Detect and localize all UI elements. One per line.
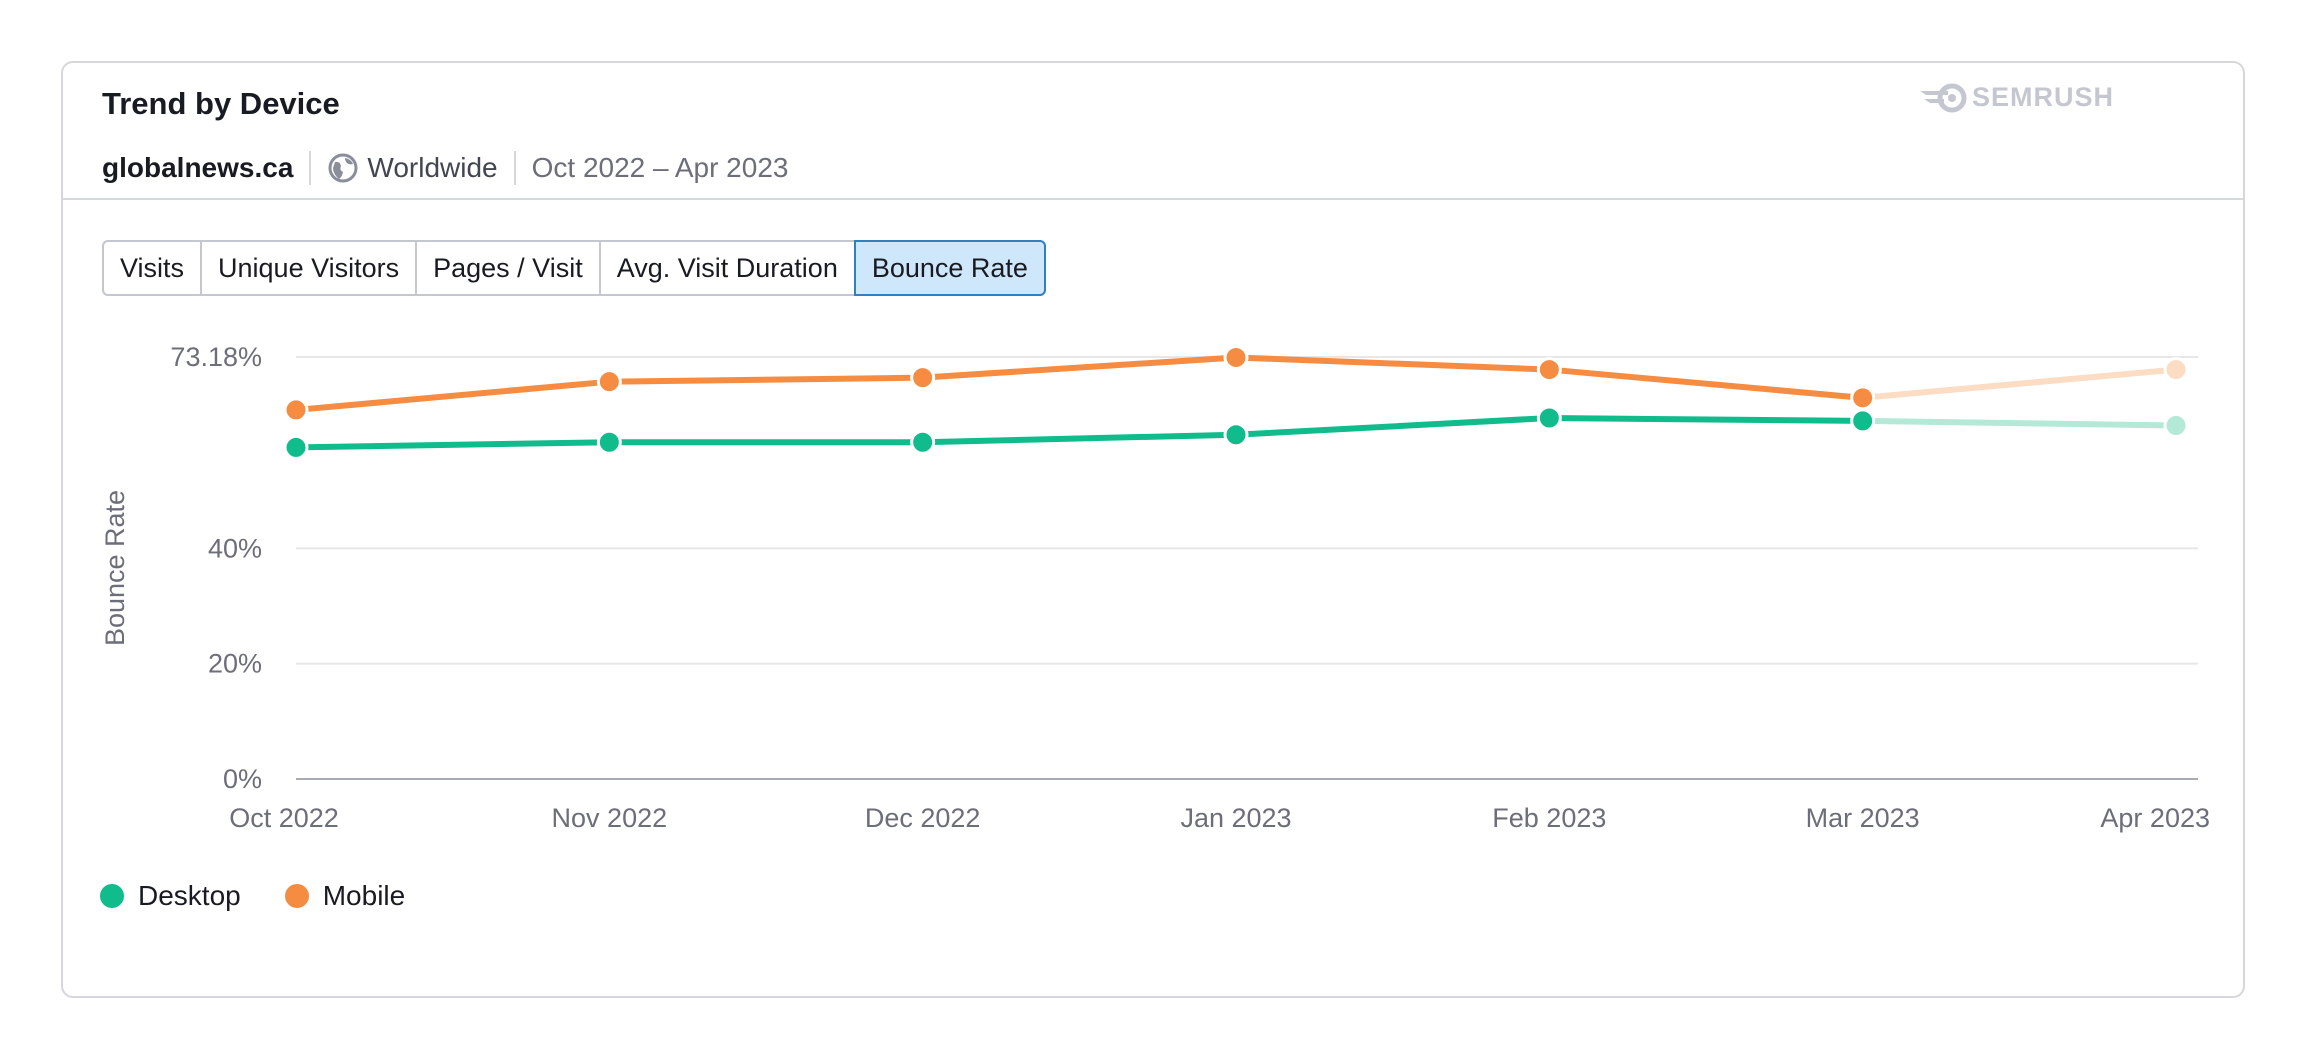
y-tick-label: 0% bbox=[223, 764, 262, 794]
data-point-mobile bbox=[2163, 357, 2189, 383]
meta-separator bbox=[309, 151, 312, 185]
chart-legend: Desktop Mobile bbox=[100, 880, 449, 912]
data-point-desktop bbox=[1850, 408, 1876, 434]
y-tick-label: 40% bbox=[208, 533, 262, 563]
x-tick-label: Apr 2023 bbox=[2100, 803, 2210, 833]
bounce-rate-chart: 0% 20% 40% 73.18% Bounce Rate Oct 2022 Nov 202… bbox=[100, 342, 2210, 833]
data-point-desktop bbox=[1536, 405, 1562, 431]
y-axis-title: Bounce Rate bbox=[100, 490, 130, 646]
brand-name: SEMRUSH bbox=[1972, 82, 2115, 112]
x-tick-label: Mar 2023 bbox=[1806, 803, 1920, 833]
data-point-mobile bbox=[1223, 344, 1249, 370]
date-range-label: Oct 2022 – Apr 2023 bbox=[531, 152, 789, 183]
x-tick-label: Jan 2023 bbox=[1180, 803, 1291, 833]
y-tick-label: 20% bbox=[208, 649, 262, 679]
legend-item-mobile[interactable]: Mobile bbox=[284, 880, 406, 912]
globe-icon bbox=[328, 153, 358, 183]
region-selector[interactable]: Worldwide bbox=[327, 152, 498, 184]
report-meta: globalnews.ca Worldwide Oct 2022 – Apr 2… bbox=[102, 148, 788, 188]
trend-card bbox=[61, 61, 2245, 998]
meta-separator bbox=[513, 151, 516, 185]
tab-pages-per-visit[interactable]: Pages / Visit bbox=[415, 240, 601, 296]
series-line-projected-mobile bbox=[1859, 366, 2179, 401]
x-tick-label: Feb 2023 bbox=[1492, 803, 1606, 833]
data-point-desktop bbox=[910, 429, 936, 455]
data-point-mobile bbox=[910, 365, 936, 391]
data-point-desktop bbox=[2163, 413, 2189, 439]
data-point-mobile bbox=[283, 397, 309, 423]
metric-tabs: Visits Unique Visitors Pages / Visit Avg… bbox=[102, 240, 1046, 296]
card-title: Trend by Device bbox=[102, 86, 340, 121]
legend-dot-mobile bbox=[284, 884, 309, 908]
legend-label-desktop: Desktop bbox=[138, 880, 241, 911]
semrush-logo: SEMRUSH bbox=[1918, 82, 2114, 113]
x-tick-label: Nov 2022 bbox=[552, 803, 668, 833]
tab-unique-visitors[interactable]: Unique Visitors bbox=[200, 240, 418, 296]
data-point-mobile bbox=[596, 369, 622, 395]
legend-item-desktop[interactable]: Desktop bbox=[100, 880, 241, 912]
legend-dot-desktop bbox=[100, 884, 124, 908]
data-point-mobile bbox=[1536, 357, 1562, 383]
x-tick-label: Oct 2022 bbox=[229, 803, 339, 833]
series-line-projected-desktop bbox=[1859, 417, 2179, 429]
domain-label: globalnews.ca bbox=[102, 152, 294, 183]
header-divider bbox=[63, 198, 2243, 200]
y-tick-label: 73.18% bbox=[170, 342, 262, 372]
data-point-desktop bbox=[596, 429, 622, 455]
tab-visits[interactable]: Visits bbox=[102, 240, 203, 296]
data-point-desktop bbox=[1223, 422, 1249, 448]
series-line-mobile bbox=[293, 354, 1866, 413]
tab-bounce-rate[interactable]: Bounce Rate bbox=[853, 240, 1046, 296]
data-point-desktop bbox=[283, 434, 309, 460]
tab-avg-visit-duration[interactable]: Avg. Visit Duration bbox=[598, 240, 856, 296]
semrush-flame-icon bbox=[1920, 83, 1967, 112]
legend-label-mobile: Mobile bbox=[322, 880, 406, 911]
x-tick-label: Dec 2022 bbox=[865, 803, 981, 833]
data-point-mobile bbox=[1850, 385, 1876, 411]
region-label: Worldwide bbox=[367, 152, 498, 183]
series-line-desktop bbox=[293, 415, 1866, 451]
